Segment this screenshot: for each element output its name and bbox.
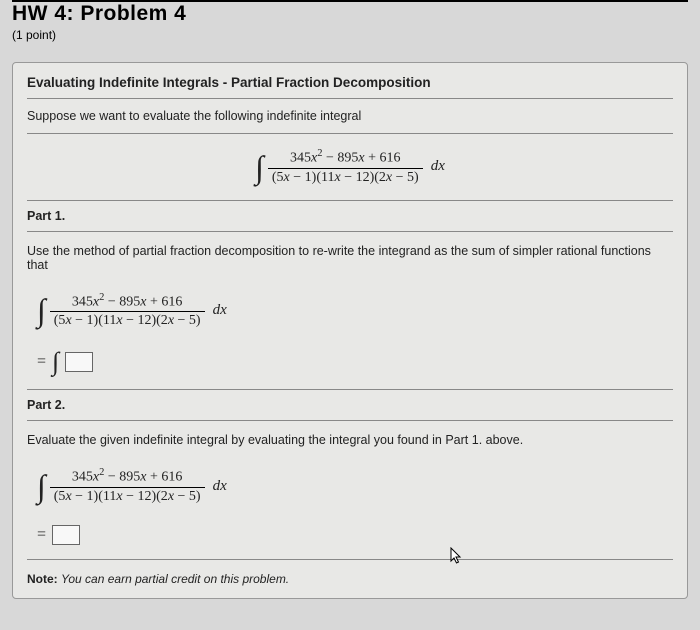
part1-text: Use the method of partial fraction decom… — [27, 244, 673, 272]
section-heading: Evaluating Indefinite Integrals - Partia… — [27, 75, 673, 99]
integral-sign-icon: ∫ — [52, 349, 59, 375]
note-text: Note: You can earn partial credit on thi… — [27, 559, 673, 586]
points-label: (1 point) — [12, 28, 688, 42]
main-integral: ∫ 345x2 − 895x + 616 (5x − 1)(11x − 12)(… — [27, 134, 673, 200]
problem-content: Evaluating Indefinite Integrals - Partia… — [12, 62, 688, 599]
part1-answer-row: = ∫ — [37, 349, 673, 375]
part2-answer-input[interactable] — [52, 525, 80, 545]
part1-answer-input[interactable] — [65, 352, 93, 372]
integral-sign-icon: ∫ — [37, 470, 46, 502]
part2-answer-row: = — [37, 525, 673, 545]
integral-sign-icon: ∫ — [37, 294, 46, 326]
part2-integral: ∫ 345x2 − 895x + 616 (5x − 1)(11x − 12)(… — [27, 453, 673, 519]
dx-label: dx — [431, 158, 445, 175]
page-title: HW 4: Problem 4 — [12, 0, 688, 26]
part1-integral: ∫ 345x2 − 895x + 616 (5x − 1)(11x − 12)(… — [27, 278, 673, 344]
intro-text: Suppose we want to evaluate the followin… — [27, 109, 673, 134]
part2-label: Part 2. — [27, 389, 673, 421]
part1-label: Part 1. — [27, 200, 673, 232]
part2-text: Evaluate the given indefinite integral b… — [27, 433, 673, 447]
integral-sign-icon: ∫ — [255, 151, 264, 183]
